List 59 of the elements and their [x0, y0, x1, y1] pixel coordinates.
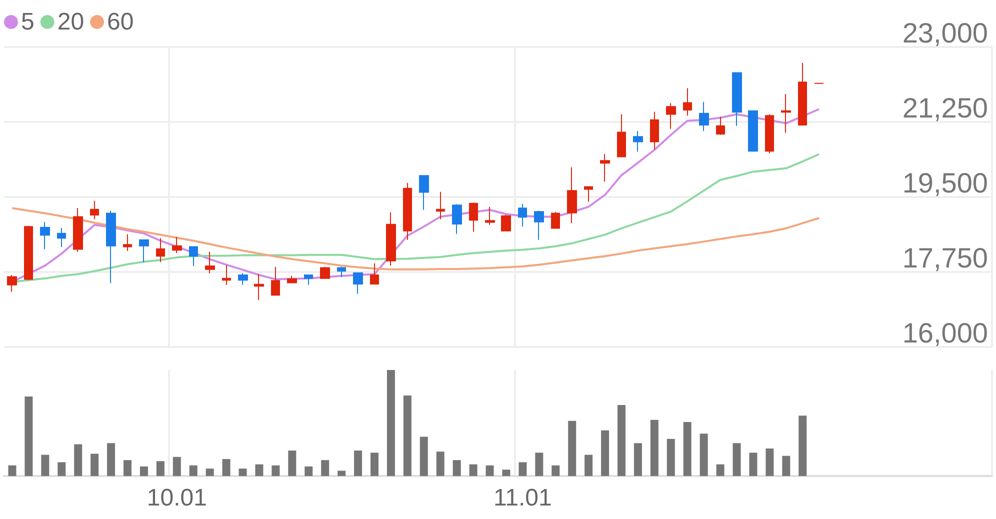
bar: [634, 443, 642, 476]
bar: [420, 436, 428, 476]
bar: [584, 454, 593, 476]
legend-label: 5: [21, 8, 34, 36]
y-tick-label: 21,250: [902, 92, 988, 124]
y-tick-label: 16,000: [902, 318, 988, 348]
bar: [272, 465, 280, 476]
bar: [502, 470, 510, 476]
bar: [255, 464, 264, 476]
bar: [24, 396, 33, 476]
x-tick-label: 11.01: [494, 484, 552, 512]
bar: [766, 448, 774, 476]
bar: [41, 454, 50, 476]
bar: [469, 464, 478, 476]
bar: [568, 420, 576, 476]
y-tick-label: 17,750: [902, 242, 988, 274]
bar: [535, 452, 544, 476]
bar: [716, 464, 724, 476]
bar: [518, 462, 527, 476]
bar: [124, 460, 132, 476]
y-tick-label: 23,000: [902, 18, 988, 48]
bar: [74, 444, 82, 476]
bar: [749, 452, 758, 476]
bar: [782, 456, 790, 476]
bar: [370, 452, 378, 476]
bar: [172, 456, 181, 476]
bar: [58, 462, 66, 476]
bar: [436, 452, 444, 476]
x-tick-label: 10.01: [146, 484, 207, 512]
bar: [403, 395, 412, 476]
bar: [486, 465, 494, 476]
bar: [90, 454, 99, 476]
bar: [798, 416, 807, 476]
bar: [683, 422, 692, 476]
bar: [189, 465, 198, 476]
bar: [601, 430, 610, 476]
bar: [650, 420, 658, 476]
bar: [386, 370, 395, 476]
bar: [552, 465, 560, 476]
bar: [238, 468, 247, 476]
bar: [700, 434, 708, 476]
bar: [354, 450, 362, 476]
bar: [107, 443, 116, 476]
bar: [156, 461, 164, 476]
bar: [288, 450, 296, 476]
bar: [732, 443, 741, 476]
legend-label: 20: [57, 8, 84, 36]
bar: [222, 459, 230, 476]
legend-label: 60: [107, 8, 134, 36]
bar: [666, 438, 675, 476]
bar: [8, 465, 16, 476]
bar: [338, 470, 346, 476]
bar: [304, 466, 313, 476]
bar: [206, 468, 214, 476]
y-tick-label: 19,500: [902, 168, 988, 198]
bar: [140, 466, 148, 476]
bar: [618, 404, 626, 476]
bar: [452, 460, 461, 476]
bar: [321, 460, 330, 476]
